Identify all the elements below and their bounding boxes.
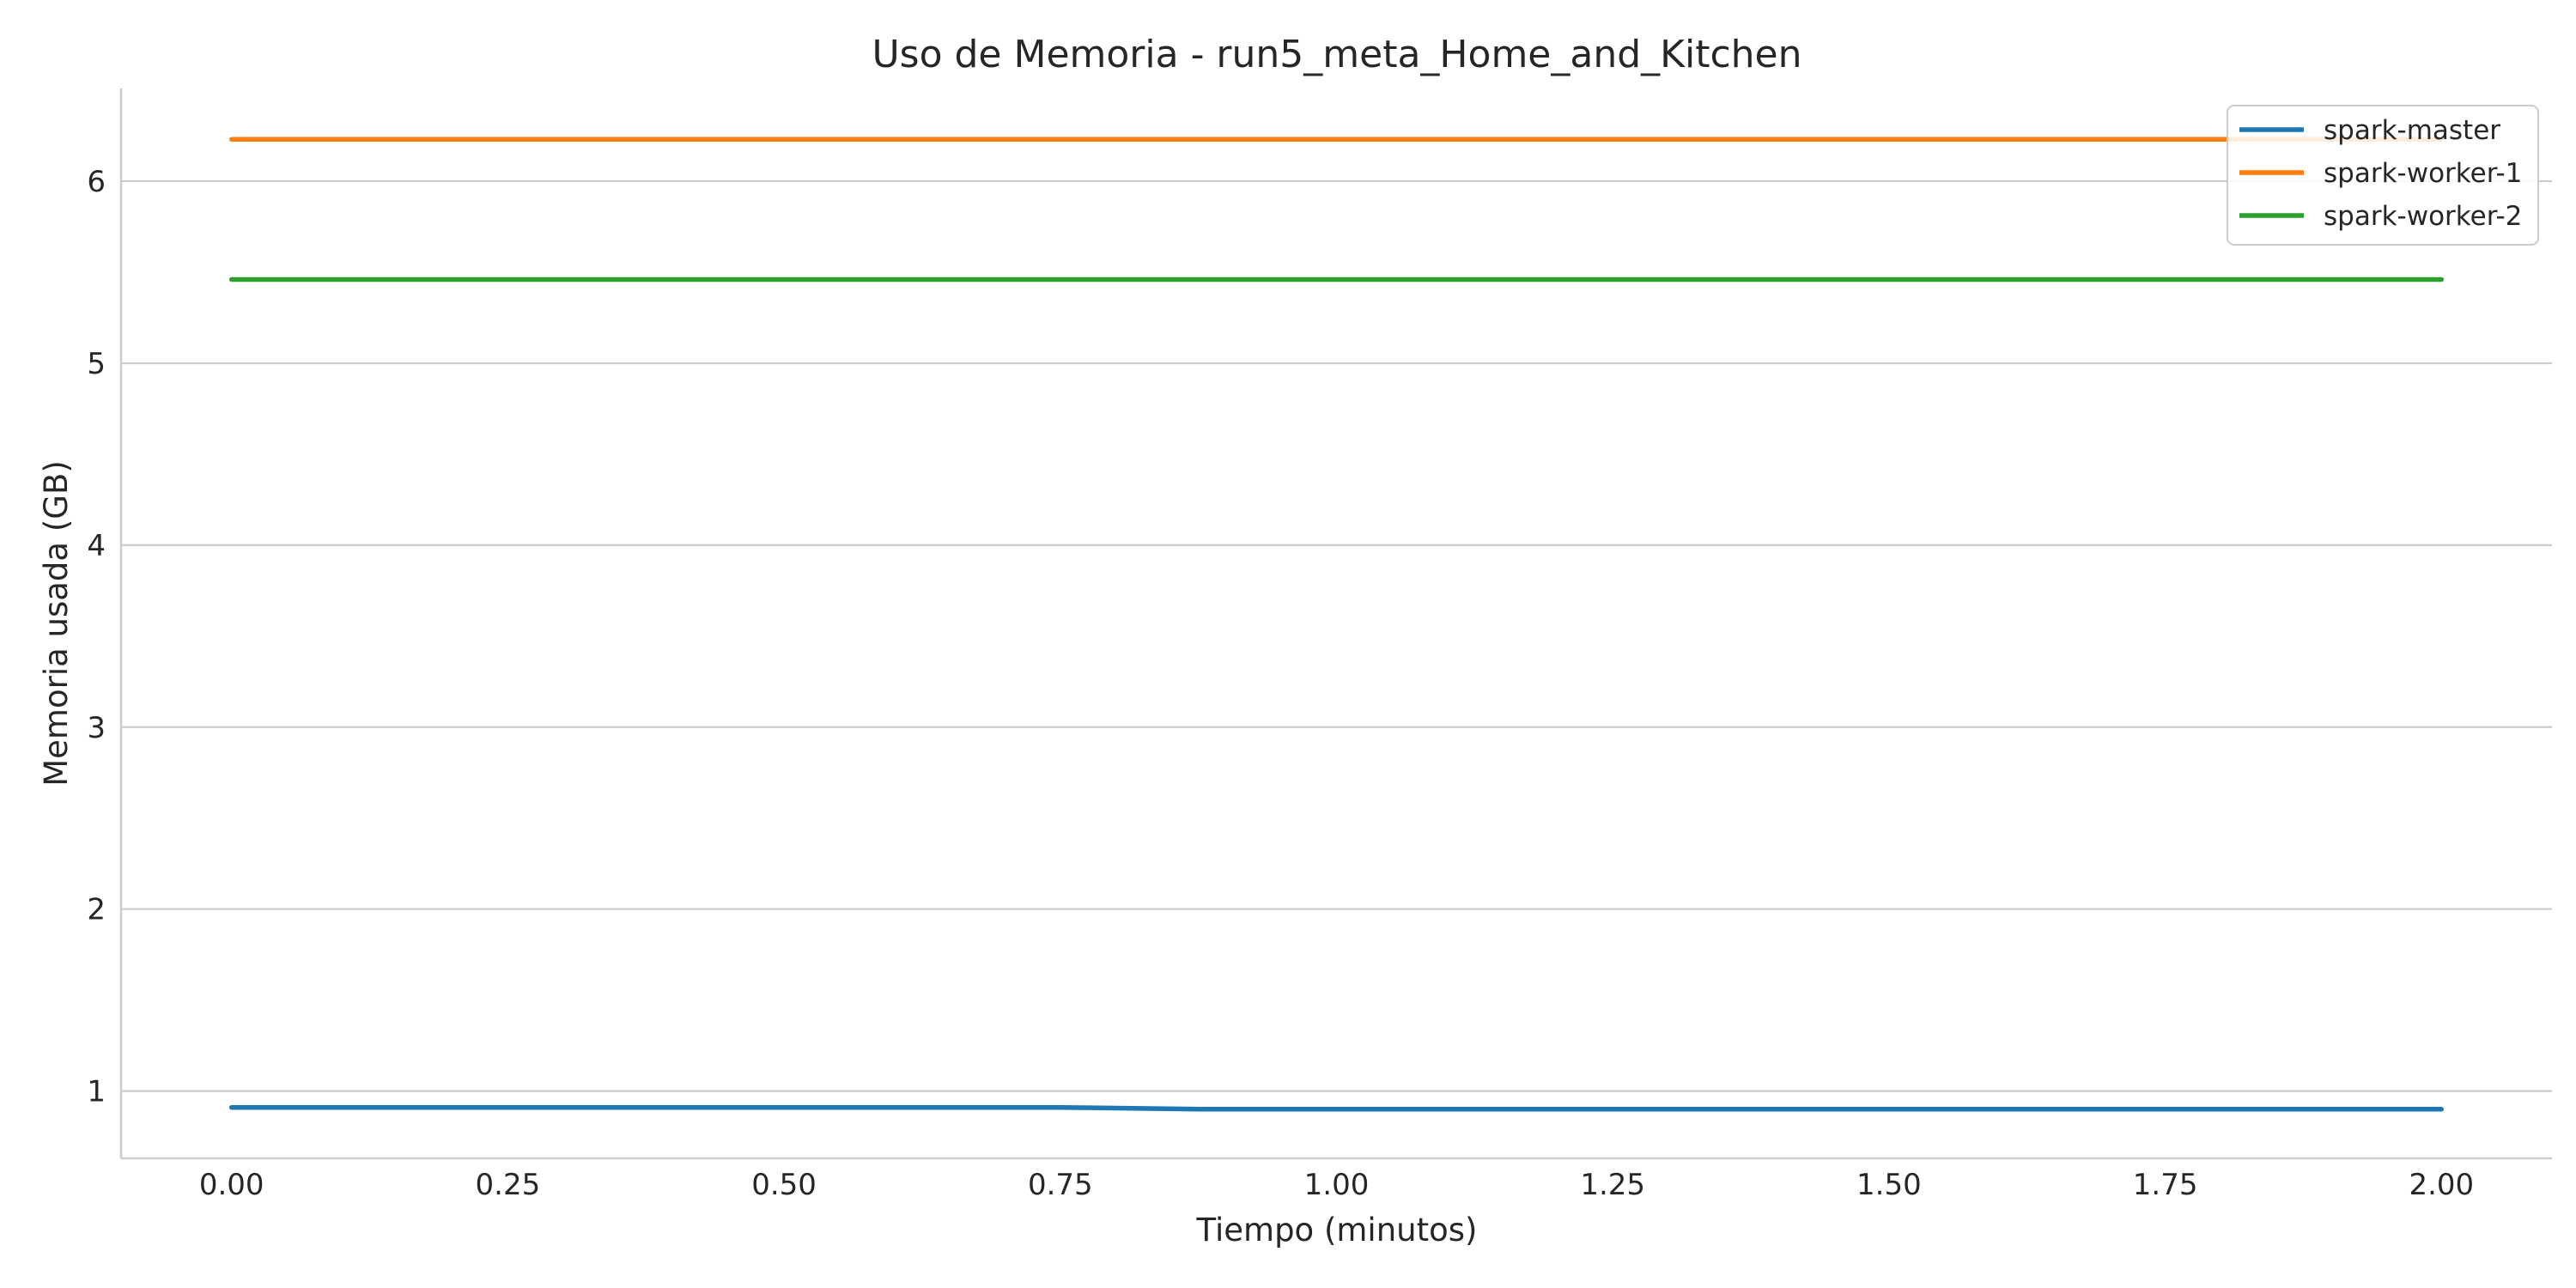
x-tick-labels: 0.00 0.25 0.50 0.75 1.00 1.25 1.50 1.75 2.00 bbox=[199, 1168, 2474, 1202]
legend: spark-master spark-worker-1 spark-worker-2 bbox=[2227, 105, 2539, 246]
grid-lines bbox=[121, 179, 2552, 1092]
x-tick-label: 1.00 bbox=[1304, 1168, 1370, 1202]
legend-label: spark-worker-2 bbox=[2324, 201, 2522, 232]
x-tick-label: 0.25 bbox=[476, 1168, 541, 1202]
y-tick-label: 2 bbox=[87, 893, 106, 927]
chart-title: Uso de Memoria - run5_meta_Home_and_Kitc… bbox=[872, 33, 1801, 76]
series-lines bbox=[228, 137, 2445, 1112]
x-tick-label: 1.75 bbox=[2133, 1168, 2198, 1202]
y-tick-label: 3 bbox=[87, 711, 106, 745]
legend-frame bbox=[2227, 105, 2539, 246]
y-tick-labels: 1 2 3 4 5 6 bbox=[87, 165, 106, 1109]
x-tick-label: 0.75 bbox=[1028, 1168, 1093, 1202]
x-tick-label: 0.50 bbox=[751, 1168, 817, 1202]
x-tick-label: 1.25 bbox=[1580, 1168, 1645, 1202]
x-axis-label: Tiempo (minutos) bbox=[1196, 1212, 1478, 1249]
series-line-spark-master bbox=[228, 1104, 2445, 1112]
legend-label: spark-master bbox=[2324, 115, 2500, 146]
x-tick-label: 1.50 bbox=[1856, 1168, 1922, 1202]
x-tick-label: 0.00 bbox=[199, 1168, 264, 1202]
y-tick-label: 1 bbox=[87, 1075, 106, 1109]
legend-label: spark-worker-1 bbox=[2324, 158, 2522, 189]
y-tick-label: 5 bbox=[87, 347, 106, 381]
y-tick-label: 6 bbox=[87, 165, 106, 199]
y-axis-label: Memoria usada (GB) bbox=[38, 460, 75, 787]
x-tick-label: 2.00 bbox=[2409, 1168, 2474, 1202]
y-tick-label: 4 bbox=[87, 529, 106, 563]
